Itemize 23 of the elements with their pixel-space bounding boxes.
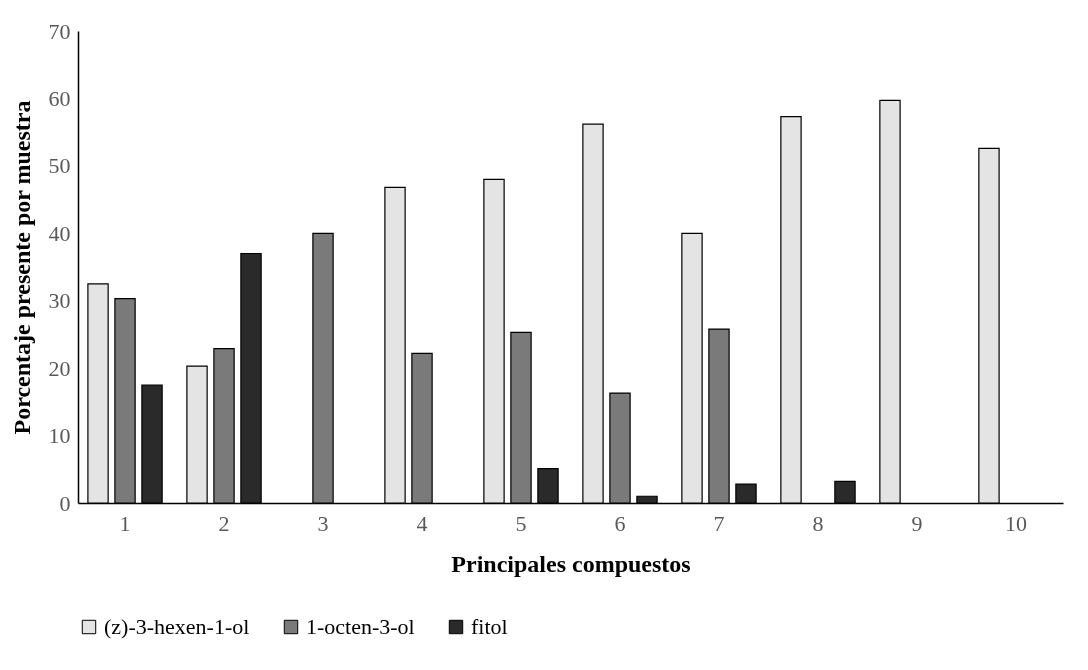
x-tick-label: 4 bbox=[416, 510, 428, 536]
x-tick-label: 10 bbox=[1004, 510, 1027, 536]
y-tick-label: 0 bbox=[59, 490, 71, 516]
legend-label: fitol bbox=[471, 614, 508, 639]
x-tick-label: 6 bbox=[614, 510, 626, 536]
legend-label: (z)-3-hexen-1-ol bbox=[104, 614, 250, 639]
y-axis-title: Porcentaje presente por muestra bbox=[8, 100, 35, 435]
y-tick-label: 30 bbox=[48, 288, 71, 314]
y-tick-label: 50 bbox=[48, 153, 71, 179]
legend-label: 1-octen-3-ol bbox=[306, 614, 415, 639]
x-tick-label: 9 bbox=[911, 510, 923, 536]
x-tick-label: 5 bbox=[515, 510, 527, 536]
y-tick-label: 20 bbox=[48, 355, 71, 381]
x-tick-label: 7 bbox=[713, 510, 725, 536]
y-tick-label: 40 bbox=[48, 220, 71, 246]
x-axis-title: Principales compuestos bbox=[451, 550, 691, 577]
y-tick-label: 10 bbox=[48, 423, 71, 449]
x-tick-label: 8 bbox=[812, 510, 824, 536]
x-tick-label: 3 bbox=[317, 510, 329, 536]
y-tick-label: 60 bbox=[48, 85, 71, 111]
x-tick-label: 1 bbox=[119, 510, 131, 536]
x-tick-label: 2 bbox=[218, 510, 230, 536]
y-tick-label: 70 bbox=[48, 18, 71, 44]
